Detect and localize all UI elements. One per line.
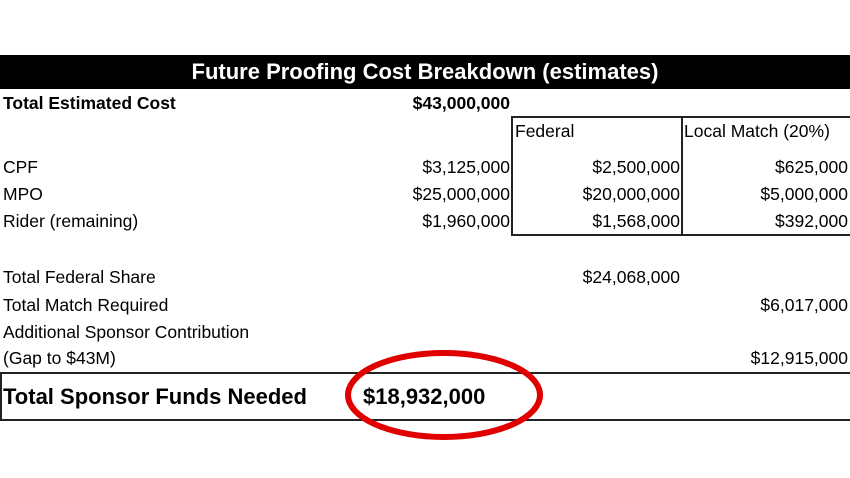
total-estimated-label: Total Estimated Cost <box>3 93 176 113</box>
final-row-top-border <box>0 372 850 374</box>
sponsor-contribution-label: Additional Sponsor Contribution <box>3 322 250 342</box>
final-total-label: Total Sponsor Funds Needed <box>3 384 307 409</box>
row-cpf-total: $3,125,000 <box>422 157 510 177</box>
final-row-left-border <box>0 372 2 421</box>
row-mpo-local: $5,000,000 <box>760 184 848 204</box>
row-mpo-federal: $20,000,000 <box>582 184 680 204</box>
federal-share-label: Total Federal Share <box>3 267 156 287</box>
row-rider-total: $1,960,000 <box>422 211 510 231</box>
federal-header: Federal <box>515 121 575 141</box>
row-mpo-label: MPO <box>3 184 43 204</box>
table-box-left <box>511 116 513 236</box>
row-rider-federal: $1,568,000 <box>592 211 680 231</box>
match-required-label: Total Match Required <box>3 295 169 315</box>
total-estimated-value: $43,000,000 <box>412 93 510 113</box>
row-rider-local: $392,000 <box>775 211 848 231</box>
sheet-title: Future Proofing Cost Breakdown (estimate… <box>0 55 850 89</box>
sponsor-contribution-value: $12,915,000 <box>750 348 848 368</box>
federal-share-value: $24,068,000 <box>582 267 680 287</box>
final-total-value: $18,932,000 <box>363 384 486 409</box>
row-rider-label: Rider (remaining) <box>3 211 139 231</box>
row-cpf-local: $625,000 <box>775 157 848 177</box>
row-mpo-total: $25,000,000 <box>412 184 510 204</box>
row-cpf-federal: $2,500,000 <box>592 157 680 177</box>
local-match-header: Local Match (20%) <box>684 121 830 141</box>
table-box-middle <box>681 116 683 236</box>
row-cpf-label: CPF <box>3 157 38 177</box>
sponsor-contribution-note: (Gap to $43M) <box>3 348 116 368</box>
match-required-value: $6,017,000 <box>760 295 848 315</box>
final-row-bottom-border <box>0 419 850 421</box>
